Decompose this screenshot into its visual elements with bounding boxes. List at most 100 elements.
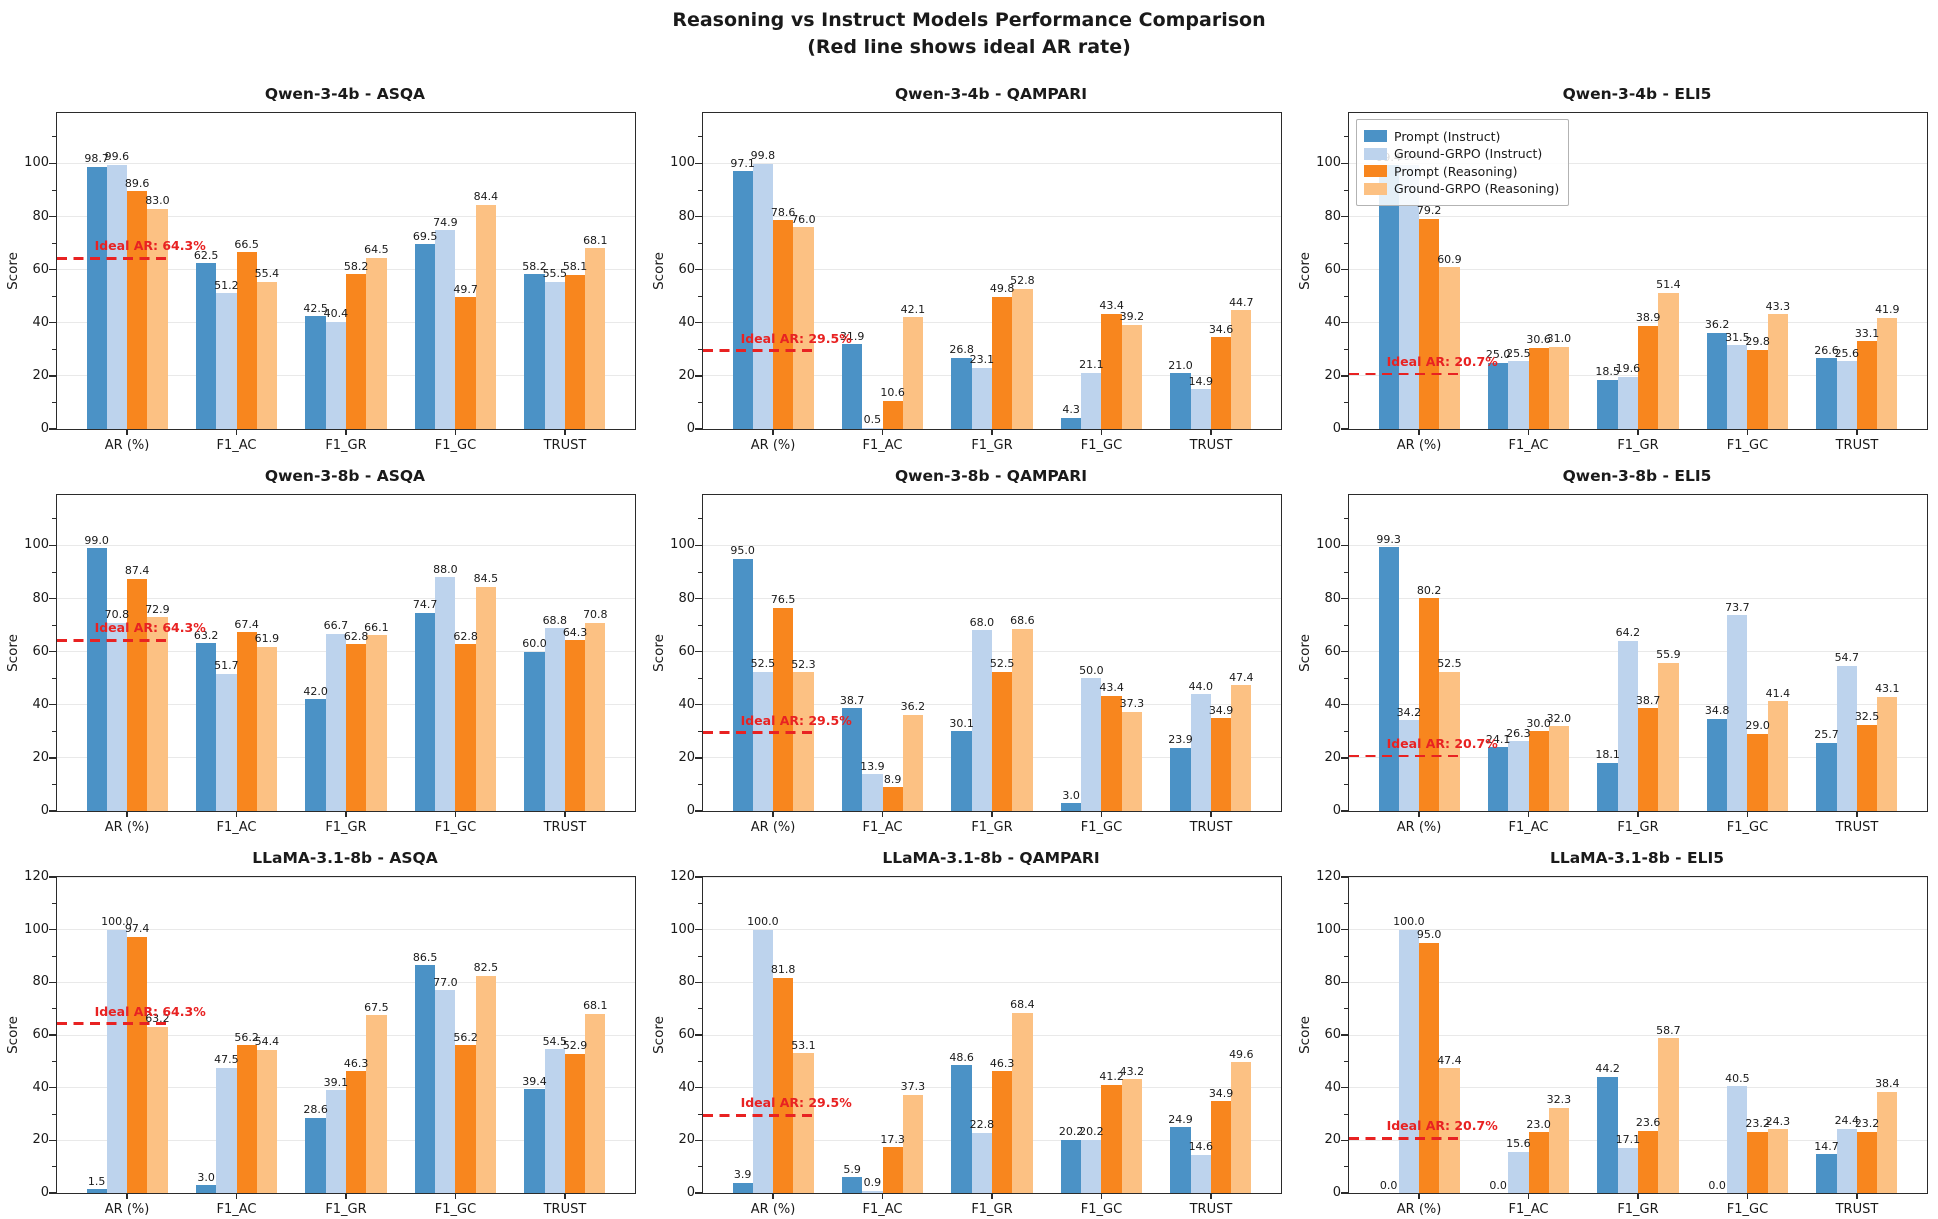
y-tick-label: 80 xyxy=(1324,974,1341,990)
bar-value-label: 98.7 xyxy=(84,152,109,166)
y-minor-tick xyxy=(697,902,702,904)
bar-value-label: 41.2 xyxy=(1099,1070,1124,1083)
y-tick xyxy=(695,428,702,430)
bar xyxy=(1101,1084,1122,1193)
bar-value-label: 3.0 xyxy=(1062,788,1080,802)
y-tick xyxy=(1341,544,1348,547)
bar xyxy=(1398,929,1420,1193)
bar-value-label: 29.0 xyxy=(1745,719,1770,733)
x-tick xyxy=(1210,1194,1212,1200)
bar-value-label: 60.9 xyxy=(1437,252,1462,266)
y-tick-label: 40 xyxy=(32,696,49,712)
bar xyxy=(236,632,257,811)
y-tick xyxy=(49,215,56,218)
x-category-label: F1_GR xyxy=(1617,1202,1659,1217)
bar xyxy=(1508,741,1529,811)
y-tick-label: 20 xyxy=(678,1132,695,1148)
grid-line xyxy=(1349,544,1927,546)
bar xyxy=(1121,1079,1142,1193)
bar xyxy=(1597,379,1618,429)
bar-value-label: 68.1 xyxy=(583,999,608,1013)
y-tick-label: 20 xyxy=(32,367,49,383)
figure-title-line1: Reasoning vs Instruct Models Performance… xyxy=(672,9,1266,31)
x-tick xyxy=(1746,430,1749,436)
bar-value-label: 41.4 xyxy=(1765,686,1791,700)
subplot-title: Qwen-3-4b - QAMPARI xyxy=(894,85,1088,103)
bar xyxy=(585,622,606,811)
y-tick xyxy=(49,704,56,706)
bar xyxy=(256,1049,278,1193)
grid-line xyxy=(1349,322,1927,324)
bar-value-label: 58.1 xyxy=(562,260,588,274)
y-minor-tick xyxy=(1343,295,1348,297)
bar xyxy=(1101,313,1122,429)
bar-value-label: 47.4 xyxy=(1437,1053,1462,1067)
y-tick xyxy=(1341,428,1348,430)
bar-value-label: 43.1 xyxy=(1875,682,1900,696)
x-tick xyxy=(881,812,884,818)
bar-value-label: 20.2 xyxy=(1058,1125,1084,1139)
subplot-title: Qwen-3-8b - QAMPARI xyxy=(894,467,1088,485)
y-tick xyxy=(695,757,702,759)
bar-value-label: 100.0 xyxy=(747,915,779,929)
bar xyxy=(585,248,606,429)
bar-value-label: 14.7 xyxy=(1814,1139,1839,1153)
x-tick xyxy=(345,812,347,818)
bar xyxy=(216,293,237,429)
bar-value-label: 4.3 xyxy=(1062,403,1080,417)
y-tick-label: 100 xyxy=(670,921,695,937)
y-tick-label: 0 xyxy=(40,421,49,436)
y-minor-tick xyxy=(51,136,56,138)
y-tick-label: 120 xyxy=(1316,869,1341,884)
bar xyxy=(366,1015,387,1193)
bar xyxy=(793,672,814,811)
x-category-label: F1_GR xyxy=(325,1202,367,1217)
bar xyxy=(435,990,456,1193)
bar xyxy=(325,321,346,429)
y-axis-label: Score xyxy=(5,634,21,672)
bar-value-label: 24.9 xyxy=(1168,1112,1193,1126)
y-tick-label: 20 xyxy=(1324,367,1341,383)
grid-line xyxy=(703,216,1281,218)
y-minor-tick xyxy=(1343,571,1348,573)
bar xyxy=(106,929,128,1193)
bar xyxy=(1231,685,1252,811)
subplot-qwen-3-4b-qampari: Qwen-3-4b - QAMPARI 0 20 40 60 80 100 97.1 99.8… xyxy=(646,72,1292,454)
grid-line xyxy=(57,929,635,931)
legend-swatch-prompt-instruct xyxy=(1364,130,1387,142)
x-category-label: AR (%) xyxy=(1396,438,1442,453)
y-axis-label: Score xyxy=(1297,1016,1313,1054)
bar xyxy=(1658,662,1679,811)
bar-value-label: 37.3 xyxy=(1119,697,1145,711)
bar-value-label: 54.7 xyxy=(1834,651,1860,665)
bar xyxy=(951,357,972,429)
bar-value-label: 40.4 xyxy=(323,307,349,321)
y-tick-label: 120 xyxy=(670,869,695,884)
bar xyxy=(1439,1068,1460,1193)
plot-area: 0 20 40 60 80 100 120 3.9 100.0 81.8 53.1 AR (%) 5.9… xyxy=(651,869,1282,1217)
bar xyxy=(346,644,367,811)
y-minor-tick xyxy=(697,1008,702,1010)
plot-area: 0 20 40 60 80 100 99.3 34.2 80.2 52.5 AR (%) 24.1 26… xyxy=(1297,494,1928,835)
y-tick xyxy=(49,981,56,984)
bar-value-label: 14.9 xyxy=(1188,374,1214,388)
subplot-title: LLaMA-3.1-8b - QAMPARI xyxy=(882,849,1100,867)
bar xyxy=(216,1067,237,1193)
bar-value-label: 84.4 xyxy=(473,190,499,204)
y-tick xyxy=(1341,1192,1348,1194)
bar xyxy=(1081,1139,1102,1193)
bar xyxy=(305,316,326,429)
y-minor-tick xyxy=(697,189,702,191)
x-tick xyxy=(1418,812,1420,818)
y-tick-label: 80 xyxy=(678,974,695,990)
bar xyxy=(544,628,565,811)
bar-value-label: 23.0 xyxy=(1526,1117,1551,1131)
bar xyxy=(564,1053,586,1193)
y-tick-label: 40 xyxy=(1324,1079,1341,1095)
bar xyxy=(902,317,924,429)
x-category-label: F1_GC xyxy=(434,438,477,453)
bar-value-label: 38.4 xyxy=(1875,1077,1900,1091)
y-tick xyxy=(695,1086,702,1089)
bar-value-label: 86.5 xyxy=(412,950,438,964)
bar xyxy=(585,1013,606,1193)
